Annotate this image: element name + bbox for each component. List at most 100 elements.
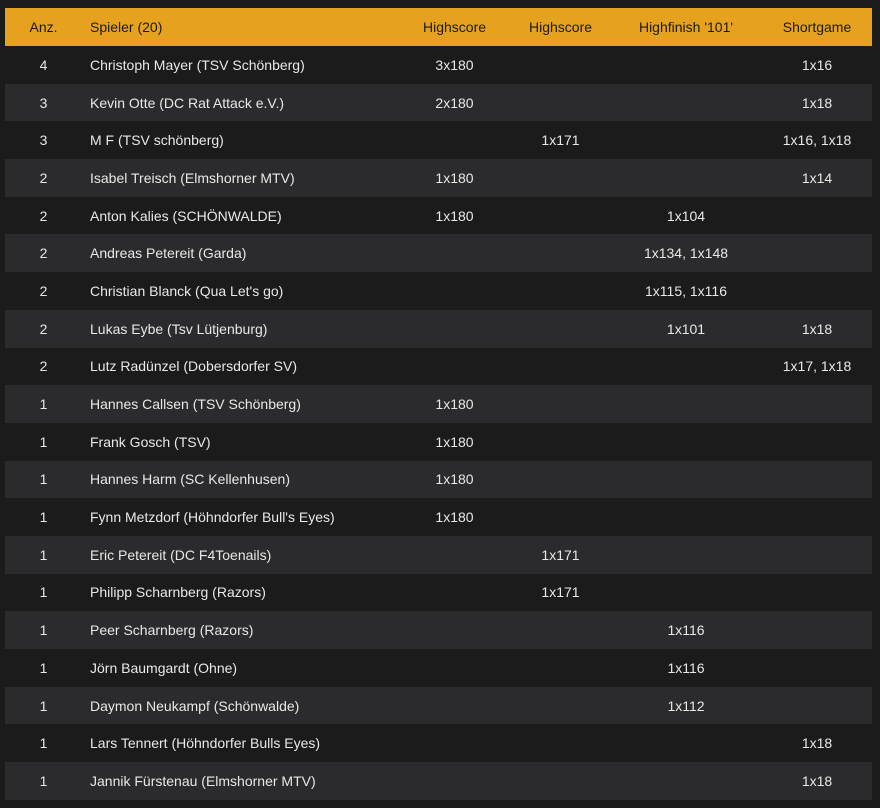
cell-highscore-1: 3x180 (435, 56, 474, 73)
player-stats-table: Anz. Spieler (20) Highscore Highscore Hi… (5, 8, 872, 800)
cell-player-name: Eric Petereit (DC F4Toenails) (90, 546, 272, 563)
cell-highscore-2 (511, 687, 610, 725)
cell-highscore-1 (398, 611, 511, 649)
cell-shortgame: 1x18 (801, 320, 833, 337)
table-row: 1 Jörn Baumgardt (Ohne) 1x116 (5, 649, 872, 687)
cell-anz: 2 (39, 358, 48, 375)
cell-highscore-2 (511, 461, 610, 499)
cell-anz: 1 (39, 396, 48, 413)
cell-highscore-2: 1x171 (541, 132, 580, 149)
table-row: 3 M F (TSV schönberg) 1x171 1x16, 1x18 (5, 121, 872, 160)
table-row: 4 Christoph Mayer (TSV Schönberg) 3x180 1x1… (5, 46, 872, 84)
cell-highscore-1 (398, 348, 511, 386)
cell-highfinish (610, 762, 762, 800)
table-body: 4 Christoph Mayer (TSV Schönberg) 3x180 1x1… (5, 46, 872, 800)
cell-player-name: Christoph Mayer (TSV Schönberg) (90, 56, 305, 73)
cell-highfinish (610, 461, 762, 499)
header-spieler[interactable]: Spieler (20) (90, 19, 163, 35)
cell-player-name: Andreas Petereit (Garda) (90, 245, 247, 262)
cell-shortgame (762, 498, 872, 536)
cell-anz: 2 (39, 169, 48, 186)
cell-anz: 3 (39, 94, 48, 111)
cell-highscore-1: 1x180 (435, 509, 474, 526)
table-row: 2 Isabel Treisch (Elmshorner MTV) 1x180 1x1… (5, 159, 872, 197)
cell-anz: 1 (39, 584, 48, 601)
table-row: 2 Christian Blanck (Qua Let's go) 1x115, 1… (5, 272, 872, 310)
cell-highfinish: 1x101 (666, 320, 706, 337)
cell-highfinish (610, 724, 762, 762)
cell-player-name: Isabel Treisch (Elmshorner MTV) (90, 169, 295, 186)
table-row: 1 Frank Gosch (TSV) 1x180 (5, 422, 872, 461)
cell-highscore-2 (511, 272, 610, 310)
cell-player-name: Peer Scharnberg (Razors) (90, 622, 254, 639)
cell-highscore-1: 1x180 (435, 471, 474, 488)
header-shortgame[interactable]: Shortgame (782, 19, 852, 35)
cell-player-name: Fynn Metzdorf (Höhndorfer Bull's Eyes) (90, 509, 335, 526)
cell-shortgame: 1x16 (801, 56, 833, 73)
cell-anz: 1 (39, 659, 48, 676)
cell-highscore-1: 1x180 (435, 169, 474, 186)
cell-player-name: Lutz Radünzel (Dobersdorfer SV) (90, 358, 297, 375)
cell-highscore-2 (511, 84, 610, 122)
cell-player-name: M F (TSV schönberg) (90, 132, 224, 149)
cell-highfinish: 1x116 (667, 659, 705, 676)
table-row: 1 Lars Tennert (Höhndorfer Bulls Eyes) 1x1… (5, 724, 872, 763)
cell-highscore-2 (511, 348, 610, 386)
cell-shortgame (762, 197, 872, 235)
table-row: 1 Eric Petereit (DC F4Toenails) 1x171 (5, 535, 872, 574)
cell-highfinish (610, 348, 762, 386)
cell-player-name: Hannes Harm (SC Kellenhusen) (90, 471, 290, 488)
cell-highscore-1 (398, 310, 511, 348)
table-row: 1 Daymon Neukampf (Schönwalde) 1x112 (5, 686, 872, 725)
cell-anz: 3 (39, 132, 48, 149)
cell-shortgame: 1x18 (801, 94, 833, 111)
header-highscore-2[interactable]: Highscore (528, 19, 593, 35)
cell-highscore-2 (511, 46, 610, 84)
cell-highscore-2 (511, 649, 610, 687)
cell-highscore-2 (511, 385, 610, 423)
cell-anz: 1 (39, 433, 48, 450)
cell-highscore-2 (511, 197, 610, 235)
cell-highfinish (610, 498, 762, 536)
cell-highscore-1: 1x180 (435, 396, 474, 413)
cell-shortgame (762, 649, 872, 687)
cell-highscore-1: 1x180 (435, 433, 474, 450)
cell-anz: 2 (39, 207, 48, 224)
cell-highfinish (610, 121, 762, 159)
cell-highscore-2 (511, 423, 610, 461)
table-row: 2 Anton Kalies (SCHÖNWALDE) 1x180 1x104 (5, 196, 872, 235)
header-highscore-1[interactable]: Highscore (422, 19, 487, 35)
cell-anz: 1 (39, 622, 48, 639)
cell-player-name: Lukas Eybe (Tsv Lütjenburg) (90, 320, 268, 337)
cell-highscore-2 (511, 611, 610, 649)
cell-anz: 2 (39, 245, 48, 262)
cell-highscore-2 (511, 498, 610, 536)
table-row: 2 Andreas Petereit (Garda) 1x134, 1x148 (5, 234, 872, 273)
cell-shortgame: 1x18 (801, 735, 833, 752)
table-row: 1 Hannes Callsen (TSV Schönberg) 1x180 (5, 385, 872, 423)
cell-highfinish (610, 385, 762, 423)
cell-shortgame (762, 574, 872, 612)
cell-highscore-1 (398, 574, 511, 612)
table-row: 1 Philipp Scharnberg (Razors) 1x171 (5, 573, 872, 612)
cell-highscore-1 (398, 272, 511, 310)
cell-player-name: Kevin Otte (DC Rat Attack e.V.) (90, 94, 285, 111)
cell-shortgame (762, 461, 872, 499)
header-anz[interactable]: Anz. (29, 19, 58, 35)
cell-highfinish (610, 536, 762, 574)
cell-highscore-2: 1x171 (541, 584, 580, 601)
cell-anz: 1 (39, 471, 48, 488)
table-row: 1 Jannik Fürstenau (Elmshorner MTV) 1x18 (5, 762, 872, 800)
cell-player-name: Daymon Neukampf (Schönwalde) (90, 697, 300, 714)
cell-highfinish (610, 84, 762, 122)
cell-highfinish: 1x104 (666, 207, 706, 224)
cell-highfinish: 1x134, 1x148 (643, 245, 729, 262)
cell-anz: 4 (39, 56, 48, 73)
header-highfinish[interactable]: Highfinish '101' (638, 19, 734, 35)
cell-shortgame: 1x14 (801, 169, 833, 186)
cell-highscore-1 (398, 724, 511, 762)
cell-player-name: Philipp Scharnberg (Razors) (90, 584, 266, 601)
cell-player-name: Hannes Callsen (TSV Schönberg) (90, 396, 301, 413)
cell-highscore-2 (511, 724, 610, 762)
cell-highscore-1: 2x180 (435, 94, 474, 111)
